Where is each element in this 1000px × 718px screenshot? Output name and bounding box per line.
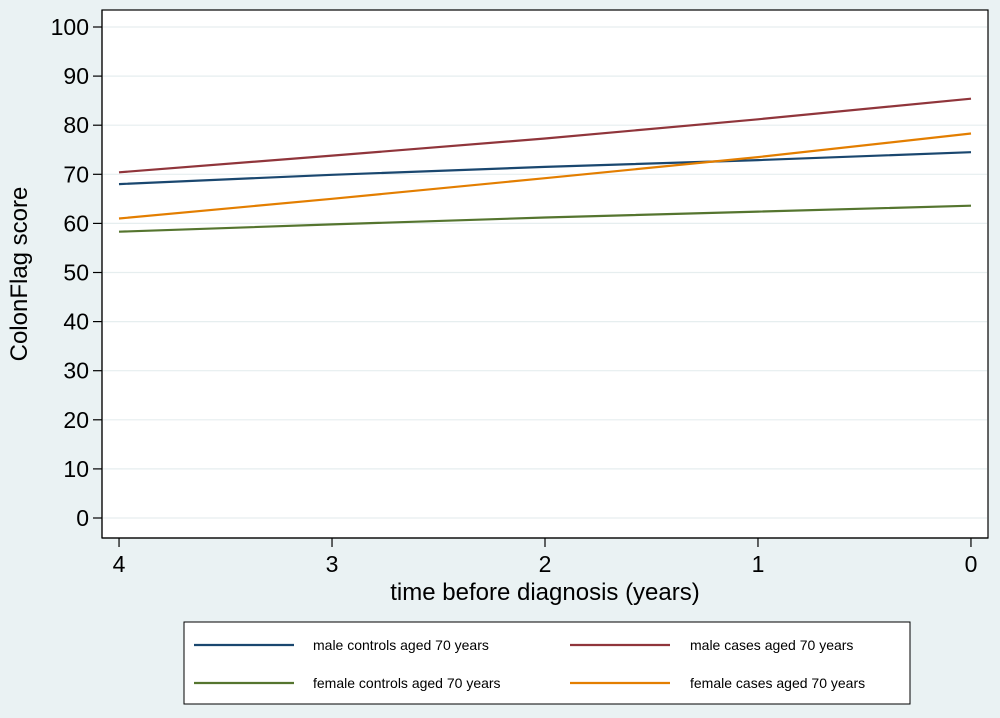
legend-box [183,621,911,705]
x-tick-label: 4 [113,551,126,577]
y-tick-label: 70 [63,161,89,187]
y-tick-label: 40 [63,309,89,335]
y-tick-label: 20 [63,407,89,433]
series-lines [118,97,972,233]
y-tick-label: 60 [63,210,89,236]
gridlines [103,26,987,519]
y-axis-label: ColonFlag score [6,187,33,362]
legend-label: female cases aged 70 years [690,675,865,691]
legend-label: male controls aged 70 years [313,637,489,653]
legend: male controls aged 70 years male cases ag… [183,621,911,705]
series-line-4 [118,132,972,220]
legend-label: female controls aged 70 years [313,675,501,691]
y-tick-label: 30 [63,358,89,384]
x-tick-label: 1 [752,551,765,577]
y-tick-label: 10 [63,456,89,482]
series-line-2 [118,97,972,174]
x-ticks: 4 3 2 1 0 [113,538,978,577]
y-ticks: 0 10 20 30 40 50 60 70 80 90 100 [51,14,102,531]
x-tick-label: 3 [326,551,339,577]
x-axis-label: time before diagnosis (years) [390,579,699,606]
plot-area [101,9,989,539]
series-line-1 [118,151,972,186]
x-tick-label: 2 [539,551,552,577]
legend-label: male cases aged 70 years [690,637,853,653]
y-tick-label: 90 [63,63,89,89]
y-tick-label: 80 [63,112,89,138]
y-tick-label: 50 [63,260,89,286]
y-tick-label: 0 [76,505,89,531]
series-line-3 [118,204,972,233]
x-tick-label: 0 [965,551,978,577]
y-tick-label: 100 [51,14,89,40]
